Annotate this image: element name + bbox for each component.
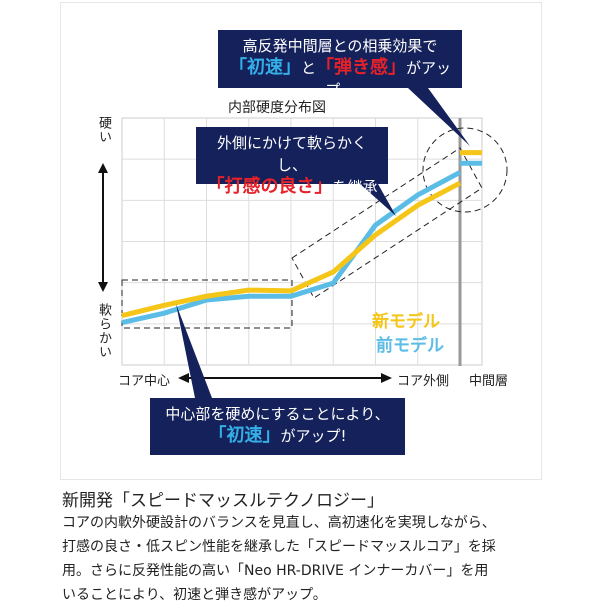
middle-callout-feel: 「打感の良さ」 <box>206 176 333 197</box>
top-callout-line1: 高反発中間層との相乗効果で <box>242 37 438 55</box>
x-label-middle-layer: 中間層 <box>469 374 509 389</box>
figure-frame <box>60 2 542 480</box>
bottom-callout-initial-speed: 「初速」 <box>208 425 281 446</box>
core-center-highlight <box>121 279 293 329</box>
top-callout-and: と <box>300 59 316 77</box>
bottom-callout-pointer <box>176 304 212 398</box>
x-label-core-center: コア中心 <box>118 374 171 389</box>
x-label-core-outer: コア外側 <box>397 374 450 389</box>
chart-title: 内部硬度分布図 <box>228 100 326 116</box>
y-label-hard: 硬い <box>96 116 111 144</box>
top-callout-initial-speed: 「初速」 <box>228 57 301 78</box>
old-model-line <box>121 170 462 326</box>
legend-old-model: 前モデル <box>376 336 444 356</box>
middle-callout-line1: 外側にかけて軟らかくし、 <box>216 134 367 174</box>
y-label-soft: 軟らかい <box>96 303 111 359</box>
top-callout-pointer <box>408 88 470 146</box>
legend-new-model: 新モデル <box>372 312 440 332</box>
new-model-line <box>121 180 462 319</box>
arrow-down-icon <box>98 282 108 292</box>
arrow-right-icon <box>381 373 392 383</box>
bottom-callout: 中心部を硬めにすることにより、 「初速」がアップ! <box>150 398 405 455</box>
top-callout-rebound: 「弾き感」 <box>316 57 406 78</box>
description-title: 新開発「スピードマッスルテクノロジー」 <box>62 491 384 511</box>
arrow-up-icon <box>98 163 108 173</box>
bottom-callout-line1: 中心部を硬めにすることにより、 <box>165 405 390 423</box>
description-line: コアの内軟外硬設計のバランスを見直し、高初速化を実現しながら、 <box>62 515 496 531</box>
top-callout-tail: がアップ。 <box>325 59 452 99</box>
bottom-callout-tail: がアップ! <box>280 427 347 445</box>
middle-layer-highlight <box>422 127 508 213</box>
middle-callout: 外側にかけて軟らかくし、 「打感の良さ」を継承 <box>196 127 388 197</box>
middle-callout-tail: を継承 <box>332 178 378 196</box>
arrow-left-icon <box>178 373 189 383</box>
description-line: 打感の良さ・低スピン性能を継承した「スピードマッスルコア」を採 <box>62 539 496 555</box>
description-line: いることにより、初速と弾き感がアップ。 <box>62 587 327 603</box>
middle-callout-pointer <box>360 184 396 216</box>
description-line: 用。さらに反発性能の高い「Neo HR-DRIVE インナーカバー」を用 <box>62 563 489 579</box>
top-callout: 高反発中間層との相乗効果で 「初速」と「弾き感」がアップ。 <box>218 30 462 99</box>
